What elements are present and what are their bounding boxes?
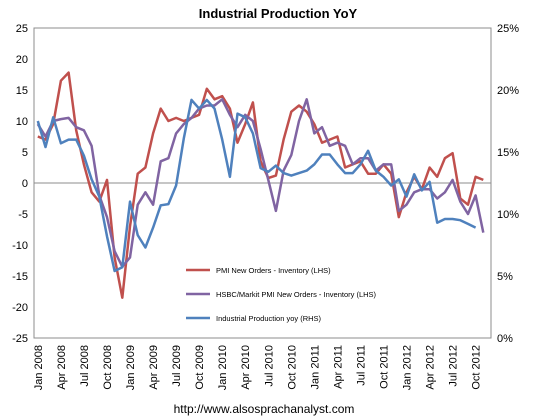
right-axis-ticks: 25% 20% 15% 10% 5% 0% xyxy=(497,23,519,345)
series-lines xyxy=(36,71,485,299)
x-axis-ticks: Jan 2008 Apr 2008 Jul 2008 Oct 2008 Jan 2009… xyxy=(33,345,483,390)
x-tick-label: Jul 2008 xyxy=(79,345,91,387)
series-line-2 xyxy=(36,98,485,268)
right-tick-label: 25% xyxy=(497,23,519,35)
series-line-1 xyxy=(37,71,484,299)
left-tick-label: 10 xyxy=(16,116,28,128)
legend-label-2: HSBC/Markit PMI New Orders - Inventory (… xyxy=(216,290,377,299)
legend-label-3: Industrial Production yoy (RHS) xyxy=(216,314,322,323)
x-tick-label: Jan 2010 xyxy=(217,345,229,390)
x-tick-label: Jul 2010 xyxy=(263,345,275,387)
x-tick-label: Jan 2012 xyxy=(402,345,414,390)
left-tick-label: 25 xyxy=(16,23,28,35)
left-tick-label: -15 xyxy=(12,271,28,283)
x-tick-label: Oct 2012 xyxy=(471,345,483,390)
x-tick-label: Oct 2010 xyxy=(286,345,298,390)
chart-title: Industrial Production YoY xyxy=(199,6,358,21)
legend-label-1: PMI New Orders - Inventory (LHS) xyxy=(216,266,331,275)
right-tick-label: 20% xyxy=(497,85,519,97)
left-axis-ticks: 25 20 15 10 5 0 -5 -10 -15 -20 -25 xyxy=(12,23,28,345)
x-tick-label: Apr 2010 xyxy=(240,345,252,390)
left-tick-label: -20 xyxy=(12,302,28,314)
x-tick-label: Jul 2012 xyxy=(448,345,460,387)
x-tick-label: Oct 2008 xyxy=(102,345,114,390)
left-tick-label: -5 xyxy=(18,209,28,221)
source-url: http://www.alsosprachanalyst.com xyxy=(174,402,355,416)
x-tick-label: Oct 2009 xyxy=(194,345,206,390)
right-tick-label: 10% xyxy=(497,209,519,221)
left-tick-label: 5 xyxy=(22,147,28,159)
left-tick-label: 0 xyxy=(22,178,28,190)
x-tick-label: Apr 2009 xyxy=(148,345,160,390)
x-tick-label: Apr 2012 xyxy=(425,345,437,390)
left-tick-label: 15 xyxy=(16,85,28,97)
x-tick-label: Jul 2009 xyxy=(171,345,183,387)
legend: PMI New Orders - Inventory (LHS) HSBC/Mar… xyxy=(186,266,377,323)
x-tick-label: Jan 2011 xyxy=(309,345,321,389)
x-tick-label: Jan 2009 xyxy=(125,345,137,390)
left-tick-label: 20 xyxy=(16,54,28,66)
x-tick-label: Oct 2011 xyxy=(378,345,390,389)
right-tick-label: 5% xyxy=(497,271,513,283)
x-tick-label: Apr 2008 xyxy=(56,345,68,390)
left-tick-label: -10 xyxy=(12,240,28,252)
series-line-3 xyxy=(36,98,477,273)
x-tick-label: Apr 2011 xyxy=(332,345,344,389)
x-tick-label: Jan 2008 xyxy=(33,345,45,390)
left-tick-label: -25 xyxy=(12,333,28,345)
right-tick-label: 15% xyxy=(497,147,519,159)
x-tick-label: Jul 2011 xyxy=(355,345,367,386)
right-tick-label: 0% xyxy=(497,333,513,345)
